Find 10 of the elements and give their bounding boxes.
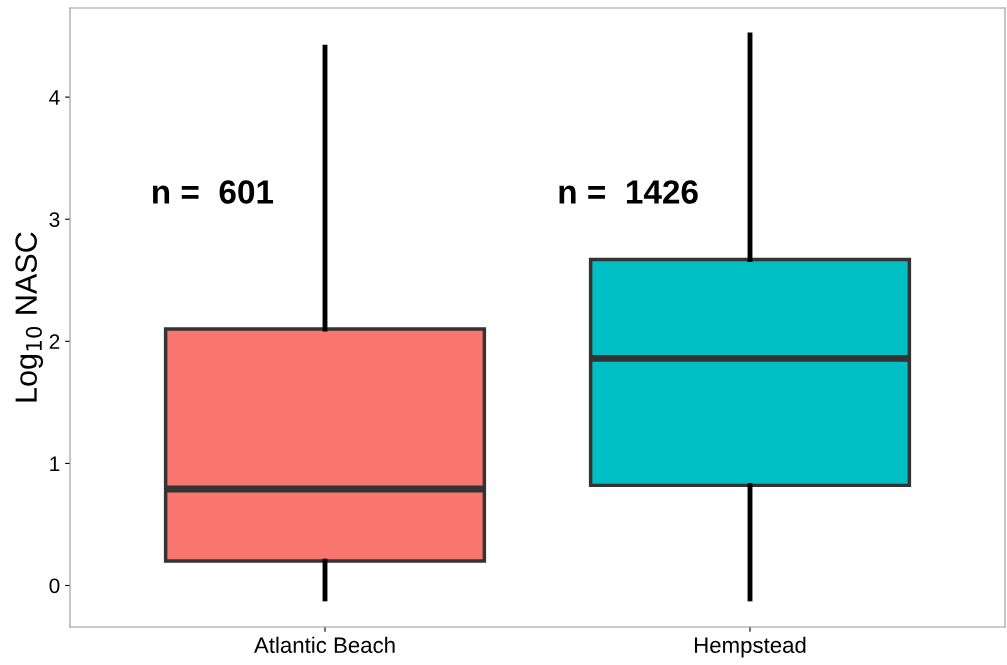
y-tick-label: 3 [49, 212, 60, 227]
y-tick-label: 1 [50, 456, 60, 471]
y-tick-label: 0 [49, 578, 60, 594]
y-tick-label: 4 [49, 90, 60, 105]
annotation: n = 601 [152, 180, 274, 204]
y-axis-title: Log$_{10}$ NASC [15, 232, 44, 402]
x-tick-label: Atlantic Beach [254, 636, 395, 654]
y-tick-label: 2 [49, 334, 60, 349]
x-tick-label: Hempstead [695, 636, 806, 658]
annotation: n = 1426 [559, 180, 698, 204]
